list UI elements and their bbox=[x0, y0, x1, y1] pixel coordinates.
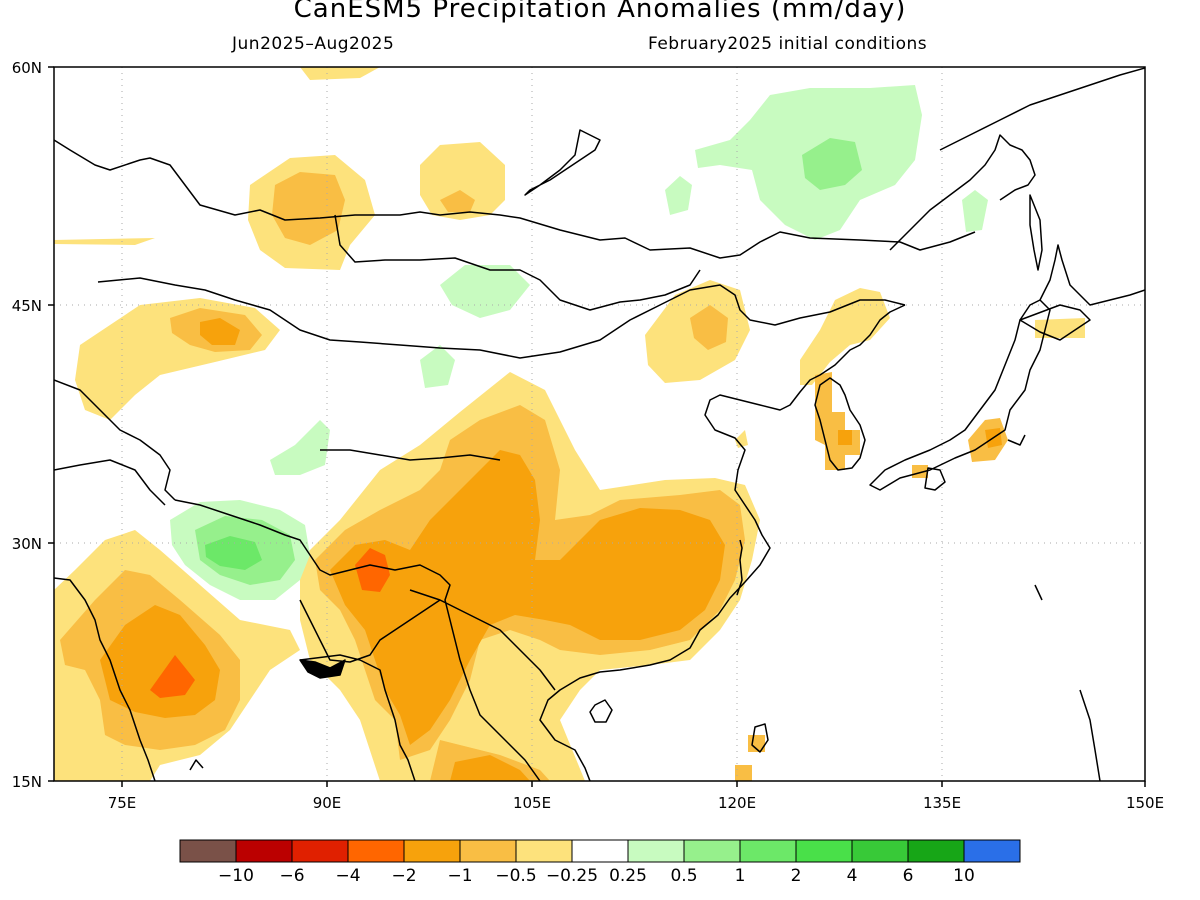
colorbar-label: 6 bbox=[903, 866, 914, 886]
colorbar-swatch bbox=[459, 839, 517, 863]
y-tick-60n: 60N bbox=[12, 59, 42, 77]
y-tick-45n: 45N bbox=[12, 297, 42, 315]
x-tick-90e: 90E bbox=[313, 794, 342, 812]
colorbar-label: 2 bbox=[791, 866, 802, 886]
colorbar-swatch bbox=[571, 839, 629, 863]
colorbar: −10 −6 −4 −2 −1 −0.5 −0.25 0.25 0.5 1 2 4 6 10 bbox=[179, 839, 1021, 886]
colorbar-label: 4 bbox=[847, 866, 858, 886]
colorbar-label: −10 bbox=[218, 866, 254, 886]
colorbar-label: −4 bbox=[335, 866, 360, 886]
colorbar-swatch bbox=[515, 839, 573, 863]
y-tick-labels: 60N 45N 30N 15N bbox=[12, 59, 42, 791]
x-tick-105e: 105E bbox=[513, 794, 551, 812]
colorbar-swatch bbox=[403, 839, 461, 863]
y-tick-30n: 30N bbox=[12, 535, 42, 553]
x-tick-labels: 75E 90E 105E 120E 135E 150E bbox=[108, 794, 1164, 812]
colorbar-label: −2 bbox=[391, 866, 416, 886]
colorbar-swatch bbox=[291, 839, 349, 863]
x-tick-150e: 150E bbox=[1126, 794, 1164, 812]
colorbar-swatch bbox=[627, 839, 685, 863]
colorbar-swatch bbox=[963, 839, 1021, 863]
colorbar-swatch bbox=[235, 839, 293, 863]
colorbar-swatch bbox=[179, 839, 237, 863]
colorbar-label: 10 bbox=[953, 866, 975, 886]
colorbar-label: 0.25 bbox=[609, 866, 647, 886]
y-tick-15n: 15N bbox=[12, 773, 42, 791]
x-tick-120e: 120E bbox=[718, 794, 756, 812]
colorbar-swatch bbox=[347, 839, 405, 863]
x-tick-75e: 75E bbox=[108, 794, 137, 812]
colorbar-swatch bbox=[907, 839, 965, 863]
strong-dry-anomaly bbox=[100, 318, 1002, 781]
colorbar-label: −0.5 bbox=[495, 866, 536, 886]
initial-conditions: February2025 initial conditions bbox=[648, 34, 928, 54]
forecast-period: Jun2025–Aug2025 bbox=[232, 34, 395, 54]
colorbar-label: −1 bbox=[447, 866, 472, 886]
land-outlines bbox=[54, 67, 1145, 781]
anomaly-layer bbox=[54, 67, 1085, 781]
x-tick-135e: 135E bbox=[923, 794, 961, 812]
colorbar-label: −0.25 bbox=[546, 866, 598, 886]
colorbar-swatch bbox=[739, 839, 797, 863]
very-strong-dry-anomaly bbox=[150, 548, 390, 698]
colorbar-swatch bbox=[795, 839, 853, 863]
map-frame bbox=[53, 66, 1146, 782]
colorbar-swatch bbox=[851, 839, 909, 863]
chart-title: CanESM5 Precipitation Anomalies (mm/day) bbox=[293, 0, 907, 24]
colorbar-label: 0.5 bbox=[670, 866, 697, 886]
colorbar-label: −6 bbox=[279, 866, 304, 886]
colorbar-label: 1 bbox=[735, 866, 746, 886]
strong-wet-anomaly bbox=[205, 536, 262, 570]
colorbar-swatch bbox=[683, 839, 741, 863]
axis-ticks bbox=[48, 66, 1146, 787]
